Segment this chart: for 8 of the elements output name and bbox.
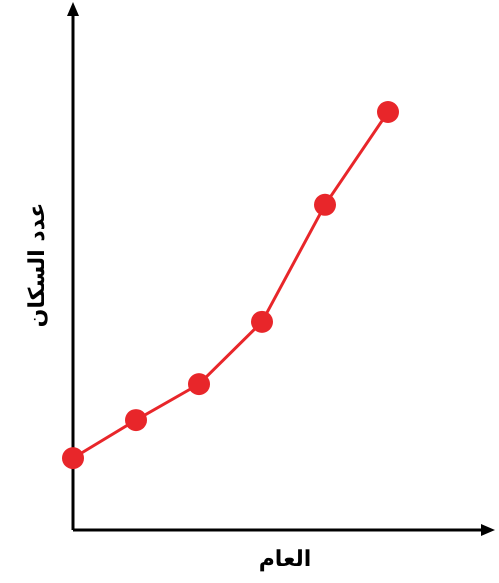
point bbox=[62, 447, 84, 470]
point bbox=[125, 409, 147, 432]
point bbox=[377, 101, 399, 123]
x-axis-title: العام bbox=[258, 547, 312, 572]
point bbox=[314, 194, 336, 216]
point bbox=[251, 310, 273, 333]
y-axis-title: عدد السكان bbox=[25, 202, 50, 328]
point bbox=[188, 373, 210, 396]
